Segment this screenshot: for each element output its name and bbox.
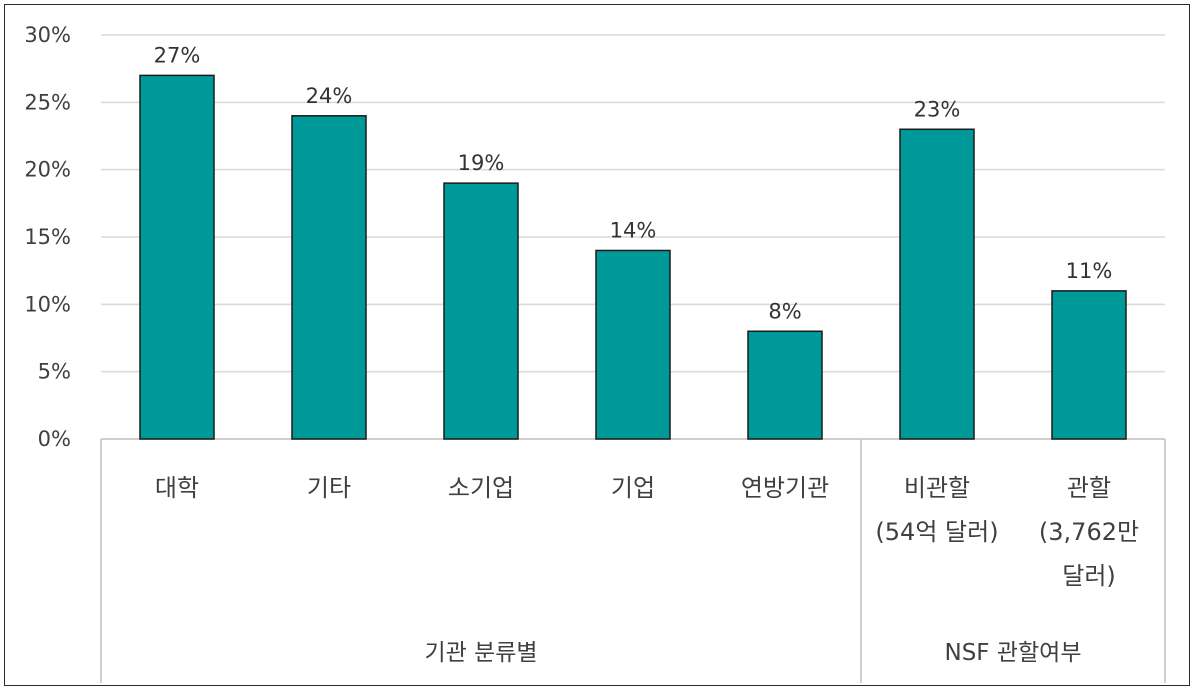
- bar: [443, 182, 519, 440]
- chart-frame: 0% 5% 10% 15% 20% 25% 30% 27% 24% 19% 14% 8% 23% 11% 대…: [4, 4, 1190, 686]
- y-tick-label: 0%: [38, 427, 71, 451]
- bar: [747, 330, 823, 440]
- group-label: 기관 분류별: [424, 640, 537, 666]
- y-tick-label: 25%: [24, 90, 71, 114]
- bar: [139, 74, 215, 440]
- x-category-label: (3,762만: [1039, 518, 1139, 546]
- x-category-label: 기업: [611, 474, 655, 502]
- y-tick-label: 15%: [24, 225, 71, 249]
- bar: [899, 128, 975, 440]
- x-category-label: 기타: [307, 474, 351, 502]
- x-category-label: (54억 달러): [875, 518, 998, 546]
- y-tick-label: 5%: [38, 360, 71, 384]
- data-label: 8%: [768, 299, 801, 323]
- y-tick-label: 30%: [24, 23, 71, 47]
- group-label: NSF 관할여부: [945, 640, 1082, 666]
- data-label: 14%: [610, 218, 657, 242]
- data-label: 11%: [1066, 259, 1113, 283]
- data-label: 23%: [914, 97, 961, 121]
- bar: [291, 115, 367, 440]
- y-tick-label: 10%: [24, 292, 71, 316]
- x-category-label: 소기업: [448, 474, 514, 502]
- x-category-label: 관할: [1067, 474, 1111, 502]
- x-category-label: 비관할: [904, 474, 970, 502]
- x-category-label: 대학: [155, 474, 199, 502]
- data-label: 19%: [458, 151, 505, 175]
- data-label: 27%: [154, 43, 201, 67]
- data-label: 24%: [306, 84, 353, 108]
- x-category-label: 달러): [1062, 562, 1116, 590]
- x-category-label: 연방기관: [741, 474, 829, 502]
- bar: [595, 249, 671, 440]
- bar-chart: 0% 5% 10% 15% 20% 25% 30% 27% 24% 19% 14% 8% 23% 11% 대…: [24, 23, 1166, 683]
- bar: [1051, 290, 1127, 440]
- y-tick-label: 20%: [24, 158, 71, 182]
